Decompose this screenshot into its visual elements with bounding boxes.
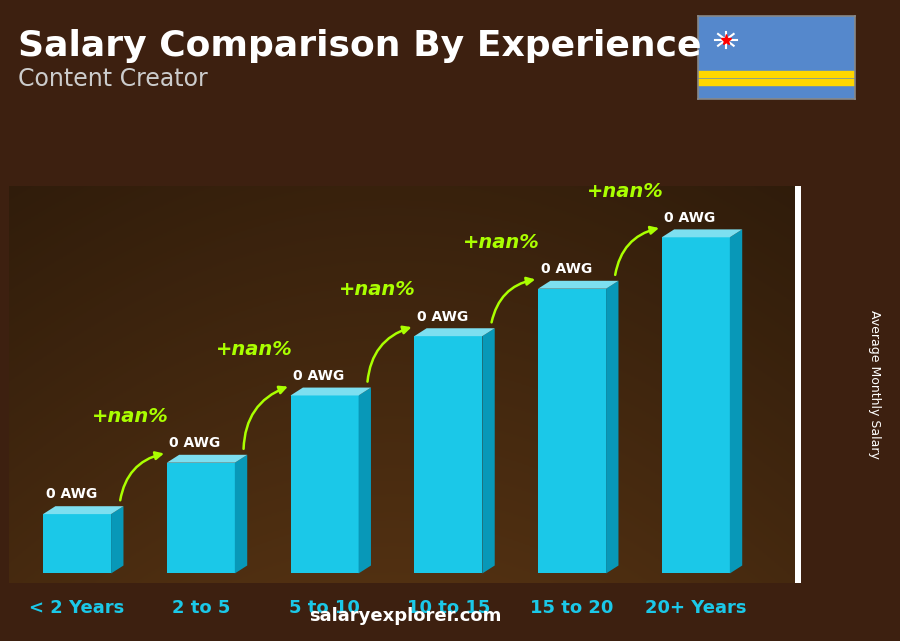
- Polygon shape: [111, 506, 123, 574]
- Bar: [414, 336, 482, 574]
- Text: Content Creator: Content Creator: [18, 67, 208, 91]
- Bar: [538, 288, 606, 574]
- Text: +nan%: +nan%: [92, 407, 168, 426]
- Text: +nan%: +nan%: [464, 233, 540, 252]
- Polygon shape: [730, 229, 742, 574]
- Polygon shape: [43, 506, 123, 514]
- Bar: [43, 514, 111, 574]
- Bar: [698, 71, 855, 78]
- Text: 0 AWG: 0 AWG: [46, 487, 97, 501]
- Polygon shape: [482, 328, 495, 574]
- Text: 0 AWG: 0 AWG: [541, 262, 592, 276]
- Text: +nan%: +nan%: [587, 181, 663, 201]
- Polygon shape: [606, 281, 618, 574]
- Text: Average Monthly Salary: Average Monthly Salary: [868, 310, 881, 459]
- Text: 0 AWG: 0 AWG: [293, 369, 345, 383]
- Polygon shape: [538, 281, 618, 288]
- Text: +nan%: +nan%: [339, 280, 416, 299]
- Bar: [166, 463, 235, 574]
- Text: Salary Comparison By Experience: Salary Comparison By Experience: [18, 29, 701, 63]
- Polygon shape: [662, 229, 742, 237]
- Text: +nan%: +nan%: [216, 340, 292, 359]
- Polygon shape: [291, 388, 371, 395]
- Polygon shape: [414, 328, 495, 336]
- Bar: [698, 79, 855, 85]
- Polygon shape: [358, 388, 371, 574]
- Text: salaryexplorer.com: salaryexplorer.com: [309, 607, 501, 625]
- Text: 0 AWG: 0 AWG: [169, 436, 220, 450]
- Text: 0 AWG: 0 AWG: [417, 310, 468, 324]
- Polygon shape: [235, 455, 248, 574]
- Bar: [291, 395, 358, 574]
- Text: 0 AWG: 0 AWG: [664, 211, 716, 224]
- Polygon shape: [166, 455, 248, 463]
- Bar: [662, 237, 730, 574]
